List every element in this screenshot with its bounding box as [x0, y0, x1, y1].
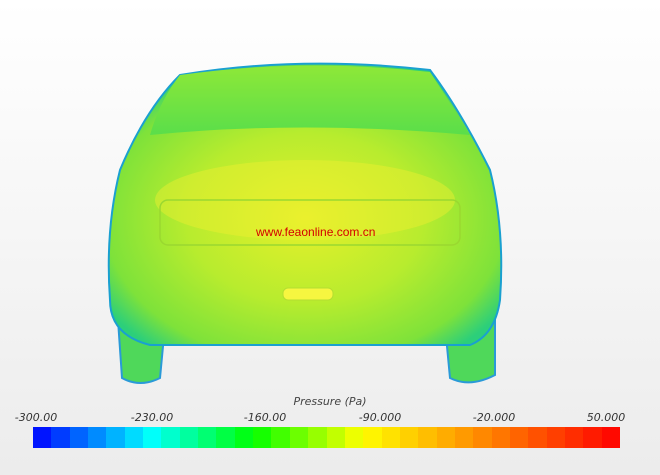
- legend-tick: 50.000: [586, 411, 626, 424]
- colorbar-bin: [271, 427, 290, 448]
- colorbar-bin: [509, 427, 529, 448]
- colorbar-bin: [216, 427, 235, 448]
- colorbar-bin: [106, 427, 125, 448]
- colorbar-bin: [583, 427, 602, 448]
- legend-tick: -300.00: [14, 411, 58, 424]
- colorbar-bin: [344, 427, 364, 448]
- colorbar-bin: [253, 427, 272, 448]
- legend-tick: -20.000: [472, 411, 516, 424]
- rear-window: [150, 65, 470, 135]
- colorbar-bin: [88, 427, 107, 448]
- colorbar-bin: [33, 427, 52, 448]
- colorbar-bin: [454, 427, 474, 448]
- license-plate-recess: [159, 199, 461, 246]
- colorbar-bin: [564, 427, 584, 448]
- colorbar-bin: [179, 427, 199, 448]
- watermark: www.feaonline.com.cn: [256, 225, 376, 239]
- legend-tick: -160.00: [243, 411, 287, 424]
- colorbar-bin: [436, 427, 455, 448]
- colorbar-bin: [308, 427, 327, 448]
- colorbar-bin: [161, 427, 180, 448]
- colorbar-bin: [418, 427, 437, 448]
- car-body: [107, 62, 503, 346]
- legend-tick: -90.000: [358, 411, 402, 424]
- colorbar-bin: [234, 427, 254, 448]
- colorbar-bin: [198, 427, 217, 448]
- colorbar-bin: [546, 427, 565, 448]
- colorbar-bin: [363, 427, 382, 448]
- colorbar-bin: [528, 427, 547, 448]
- rear-handle: [282, 287, 334, 301]
- legend-title: Pressure (Pa): [293, 395, 367, 408]
- colorbar-bin: [289, 427, 309, 448]
- colorbar-bin: [381, 427, 400, 448]
- colorbar-bin: [399, 427, 419, 448]
- legend-tick: -230.00: [130, 411, 174, 424]
- colorbar: [33, 427, 620, 448]
- colorbar-bin: [326, 427, 345, 448]
- colorbar-bin: [601, 427, 620, 448]
- colorbar-bin: [69, 427, 89, 448]
- colorbar-bin: [473, 427, 492, 448]
- colorbar-bin: [124, 427, 144, 448]
- colorbar-bin: [51, 427, 70, 448]
- colorbar-bin: [491, 427, 510, 448]
- colorbar-bin: [143, 427, 162, 448]
